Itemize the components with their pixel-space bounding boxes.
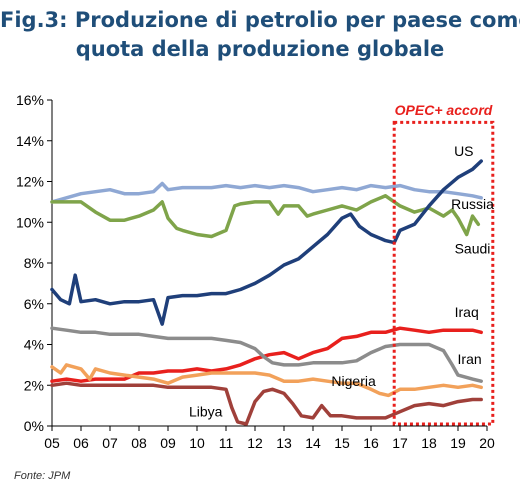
chart-title-line-2: quota della produzione globale [75,37,445,61]
x-tick-label: 06 [73,435,89,451]
series-label-saudi: Saudi [455,241,491,257]
opec-accord-box [392,120,495,426]
y-tick-label: 8% [24,255,44,271]
x-tick-label: 07 [102,435,118,451]
y-tick-label: 16% [16,92,44,108]
line-chart: 0% 2% 4% 6% 8% 10% 12% 14% 16% 05 06 07 08 09 10 11 12 13… [16,92,495,451]
y-tick-label: 6% [24,296,44,312]
y-tick-label: 2% [24,377,44,393]
y-tick-label: 14% [16,133,44,149]
x-tick-label: 18 [421,435,437,451]
series-line-libya [50,381,483,426]
x-tick-label: 15 [334,435,350,451]
x-tick-label: 10 [189,435,205,451]
series-line-russia [50,181,483,204]
series-label-iraq: Iraq [455,304,479,320]
x-tick-label: 13 [276,435,292,451]
series-line-iraq [50,326,483,383]
chart-title-line-1: Fig.3: Produzione di petrolio per paese … [0,8,520,32]
series-label-russia: Russia [451,196,494,212]
series-line-us [50,159,483,326]
series-line-iran [50,326,483,383]
x-tick-label: 17 [392,435,408,451]
x-tick-label: 05 [44,435,60,451]
series-line-nigeria [50,363,483,398]
chart-title: Fig.3: Produzione di petrolio per paese … [0,6,520,64]
y-tick-label: 12% [16,174,44,190]
x-tick-label: 19 [450,435,466,451]
series-line-saudi [50,194,481,239]
source-note: Fonte: JPM [14,470,71,482]
x-tick-label: 16 [363,435,379,451]
x-tick-label: 09 [160,435,176,451]
x-tick-label: 12 [247,435,263,451]
y-tick-label: 4% [24,337,44,353]
series-label-iran: Iran [458,351,482,367]
series-label-libya: Libya [189,404,223,420]
opec-accord-label: OPEC+ accord [395,102,493,118]
x-tick-label: 08 [131,435,147,451]
series-label-nigeria: Nigeria [331,373,376,389]
y-tick-label: 10% [16,214,44,230]
y-tick-label: 0% [24,418,44,434]
series-label-us: US [454,143,473,159]
x-tick-label: 11 [219,435,234,451]
x-tick-label: 14 [305,435,321,451]
x-tick-label: 20 [479,435,495,451]
